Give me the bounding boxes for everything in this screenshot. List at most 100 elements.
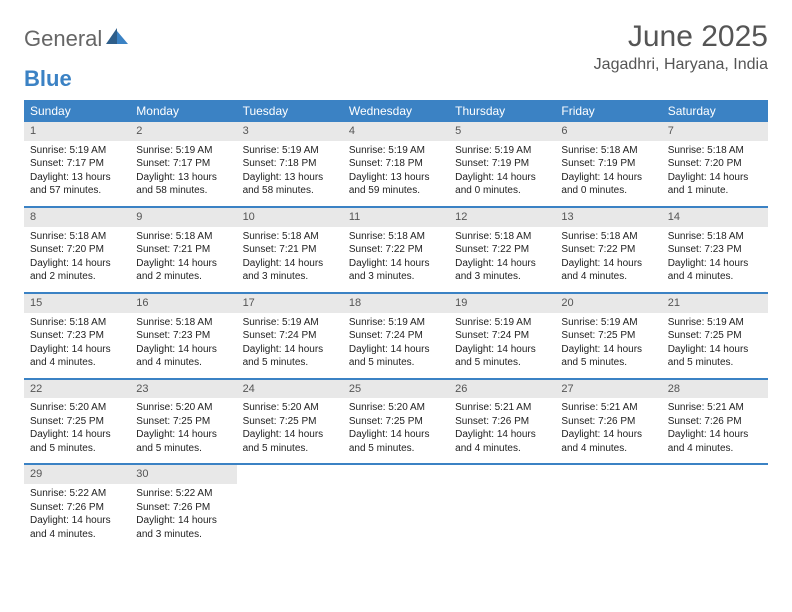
day-number: 9 bbox=[130, 208, 236, 227]
weekday-saturday: Saturday bbox=[662, 100, 768, 122]
weekday-tuesday: Tuesday bbox=[237, 100, 343, 122]
sunrise-line: Sunrise: 5:21 AM bbox=[668, 401, 762, 415]
weekday-header-row: SundayMondayTuesdayWednesdayThursdayFrid… bbox=[24, 100, 768, 122]
day-number: 28 bbox=[662, 380, 768, 399]
day-number: 25 bbox=[343, 380, 449, 399]
sunset-line: Sunset: 7:25 PM bbox=[136, 415, 230, 429]
logo-text-1: General bbox=[24, 26, 102, 52]
weekday-sunday: Sunday bbox=[24, 100, 130, 122]
sunrise-line: Sunrise: 5:20 AM bbox=[349, 401, 443, 415]
sunrise-line: Sunrise: 5:18 AM bbox=[30, 230, 124, 244]
sunset-line: Sunset: 7:22 PM bbox=[561, 243, 655, 257]
sunrise-line: Sunrise: 5:18 AM bbox=[668, 230, 762, 244]
empty-day bbox=[555, 465, 661, 549]
sunrise-line: Sunrise: 5:19 AM bbox=[136, 144, 230, 158]
sunrise-line: Sunrise: 5:19 AM bbox=[561, 316, 655, 330]
sunset-line: Sunset: 7:17 PM bbox=[30, 157, 124, 171]
sunrise-line: Sunrise: 5:18 AM bbox=[136, 316, 230, 330]
day-3: 3Sunrise: 5:19 AMSunset: 7:18 PMDaylight… bbox=[237, 122, 343, 206]
daylight-line: Daylight: 14 hours and 4 minutes. bbox=[668, 428, 762, 455]
day-number: 7 bbox=[662, 122, 768, 141]
sunrise-line: Sunrise: 5:19 AM bbox=[668, 316, 762, 330]
day-15: 15Sunrise: 5:18 AMSunset: 7:23 PMDayligh… bbox=[24, 294, 130, 378]
day-27: 27 Sunrise: 5:21 AMSunset: 7:26 PMDayligh… bbox=[555, 380, 661, 464]
sunset-line: Sunset: 7:22 PM bbox=[349, 243, 443, 257]
logo-sail-icon bbox=[106, 28, 128, 44]
day-number: 1 bbox=[24, 122, 130, 141]
day-14: 14Sunrise: 5:18 AMSunset: 7:23 PMDayligh… bbox=[662, 208, 768, 292]
day-number: 11 bbox=[343, 208, 449, 227]
daylight-line: Daylight: 14 hours and 5 minutes. bbox=[561, 343, 655, 370]
day-number: 21 bbox=[662, 294, 768, 313]
week-row: 1Sunrise: 5:19 AMSunset: 7:17 PMDaylight… bbox=[24, 122, 768, 208]
daylight-line: Daylight: 14 hours and 1 minute. bbox=[668, 171, 762, 198]
daylight-line: Daylight: 14 hours and 5 minutes. bbox=[349, 343, 443, 370]
sunrise-line: Sunrise: 5:19 AM bbox=[455, 316, 549, 330]
daylight-line: Daylight: 14 hours and 5 minutes. bbox=[455, 343, 549, 370]
sunrise-line: Sunrise: 5:19 AM bbox=[349, 144, 443, 158]
day-number: 15 bbox=[24, 294, 130, 313]
sunset-line: Sunset: 7:24 PM bbox=[243, 329, 337, 343]
day-number: 2 bbox=[130, 122, 236, 141]
sunset-line: Sunset: 7:17 PM bbox=[136, 157, 230, 171]
day-24: 24Sunrise: 5:20 AMSunset: 7:25 PMDayligh… bbox=[237, 380, 343, 464]
sunrise-line: Sunrise: 5:18 AM bbox=[455, 230, 549, 244]
sunrise-line: Sunrise: 5:18 AM bbox=[561, 144, 655, 158]
weekday-monday: Monday bbox=[130, 100, 236, 122]
daylight-line: Daylight: 13 hours and 59 minutes. bbox=[349, 171, 443, 198]
daylight-line: Daylight: 14 hours and 4 minutes. bbox=[30, 514, 124, 541]
day-19: 19 Sunrise: 5:19 AMSunset: 7:24 PMDayligh… bbox=[449, 294, 555, 378]
daylight-line: Daylight: 14 hours and 5 minutes. bbox=[243, 343, 337, 370]
daylight-line: Daylight: 13 hours and 57 minutes. bbox=[30, 171, 124, 198]
daylight-line: Daylight: 14 hours and 4 minutes. bbox=[561, 257, 655, 284]
sunset-line: Sunset: 7:21 PM bbox=[136, 243, 230, 257]
sunset-line: Sunset: 7:24 PM bbox=[349, 329, 443, 343]
day-number: 26 bbox=[449, 380, 555, 399]
day-1: 1Sunrise: 5:19 AMSunset: 7:17 PMDaylight… bbox=[24, 122, 130, 206]
day-number: 23 bbox=[130, 380, 236, 399]
sunset-line: Sunset: 7:20 PM bbox=[30, 243, 124, 257]
day-number: 29 bbox=[24, 465, 130, 484]
sunset-line: Sunset: 7:24 PM bbox=[455, 329, 549, 343]
weekday-wednesday: Wednesday bbox=[343, 100, 449, 122]
daylight-line: Daylight: 14 hours and 5 minutes. bbox=[30, 428, 124, 455]
day-number: 6 bbox=[555, 122, 661, 141]
sunrise-line: Sunrise: 5:19 AM bbox=[455, 144, 549, 158]
location: Jagadhri, Haryana, India bbox=[594, 56, 768, 74]
sunset-line: Sunset: 7:20 PM bbox=[668, 157, 762, 171]
sunset-line: Sunset: 7:25 PM bbox=[349, 415, 443, 429]
daylight-line: Daylight: 14 hours and 5 minutes. bbox=[136, 428, 230, 455]
sunrise-line: Sunrise: 5:19 AM bbox=[349, 316, 443, 330]
sunset-line: Sunset: 7:26 PM bbox=[561, 415, 655, 429]
daylight-line: Daylight: 14 hours and 4 minutes. bbox=[561, 428, 655, 455]
sunrise-line: Sunrise: 5:18 AM bbox=[243, 230, 337, 244]
sunset-line: Sunset: 7:26 PM bbox=[668, 415, 762, 429]
day-number: 24 bbox=[237, 380, 343, 399]
day-6: 6Sunrise: 5:18 AMSunset: 7:19 PMDaylight… bbox=[555, 122, 661, 206]
day-30: 30Sunrise: 5:22 AMSunset: 7:26 PMDayligh… bbox=[130, 465, 236, 549]
logo-text-2: Blue bbox=[24, 66, 72, 92]
day-number: 19 bbox=[449, 294, 555, 313]
day-12: 12Sunrise: 5:18 AMSunset: 7:22 PMDayligh… bbox=[449, 208, 555, 292]
sunset-line: Sunset: 7:25 PM bbox=[243, 415, 337, 429]
sunrise-line: Sunrise: 5:22 AM bbox=[136, 487, 230, 501]
day-number: 22 bbox=[24, 380, 130, 399]
day-21: 21Sunrise: 5:19 AMSunset: 7:25 PMDayligh… bbox=[662, 294, 768, 378]
sunrise-line: Sunrise: 5:21 AM bbox=[561, 401, 655, 415]
day-22: 22Sunrise: 5:20 AMSunset: 7:25 PMDayligh… bbox=[24, 380, 130, 464]
week-row: 15Sunrise: 5:18 AMSunset: 7:23 PMDayligh… bbox=[24, 294, 768, 380]
day-number: 12 bbox=[449, 208, 555, 227]
day-number: 20 bbox=[555, 294, 661, 313]
day-number: 4 bbox=[343, 122, 449, 141]
day-number: 27 bbox=[555, 380, 661, 399]
day-number: 5 bbox=[449, 122, 555, 141]
day-number: 18 bbox=[343, 294, 449, 313]
daylight-line: Daylight: 14 hours and 2 minutes. bbox=[30, 257, 124, 284]
empty-day bbox=[343, 465, 449, 549]
day-9: 9Sunrise: 5:18 AMSunset: 7:21 PMDaylight… bbox=[130, 208, 236, 292]
sunset-line: Sunset: 7:26 PM bbox=[455, 415, 549, 429]
sunset-line: Sunset: 7:25 PM bbox=[668, 329, 762, 343]
daylight-line: Daylight: 13 hours and 58 minutes. bbox=[136, 171, 230, 198]
daylight-line: Daylight: 14 hours and 4 minutes. bbox=[668, 257, 762, 284]
day-7: 7Sunrise: 5:18 AMSunset: 7:20 PMDaylight… bbox=[662, 122, 768, 206]
